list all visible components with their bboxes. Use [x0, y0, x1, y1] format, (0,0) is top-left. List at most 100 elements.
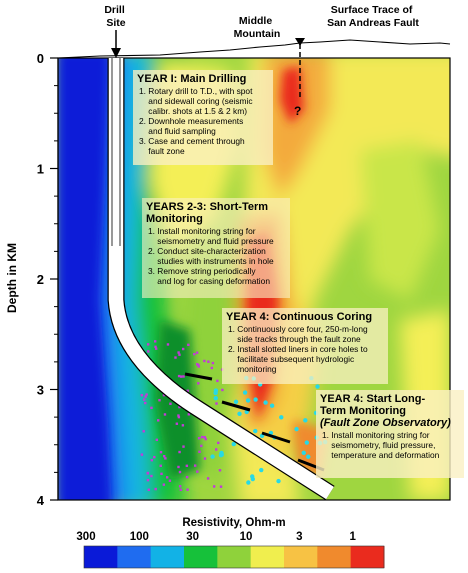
sample-point-magenta [155, 438, 159, 442]
sample-point-cyan [213, 388, 219, 393]
sample-point-magenta [197, 437, 201, 440]
sample-point-magenta [159, 464, 162, 467]
surface-topography [57, 39, 451, 59]
sample-point-magenta [163, 413, 167, 416]
sample-point-magenta [216, 379, 219, 383]
sample-point-magenta [160, 472, 163, 476]
sample-point-magenta [197, 365, 200, 368]
sample-point-cyan [276, 478, 281, 484]
borehole-casing [111, 58, 121, 246]
sample-point-magenta [182, 375, 185, 378]
sample-point-magenta [144, 395, 147, 398]
sample-point-magenta [178, 353, 181, 356]
sample-point-magenta [195, 351, 199, 354]
sample-point-magenta [219, 485, 223, 488]
sample-point-magenta [146, 472, 149, 475]
sample-point-magenta [185, 475, 189, 479]
colorbar-swatch [150, 546, 185, 568]
sample-point-magenta [211, 361, 215, 365]
sample-point-magenta [157, 419, 160, 422]
sample-point-magenta [206, 477, 210, 480]
phase-box-bg [133, 70, 273, 165]
sample-point-magenta [203, 436, 206, 439]
phase-item: 2. Downhole measurements [139, 116, 243, 126]
sample-point-magenta [215, 448, 218, 451]
sample-point-magenta [153, 340, 157, 343]
phase-item: 2. Install slotted liners in core holes … [228, 344, 368, 354]
sample-point-magenta [196, 470, 199, 473]
sample-point-magenta [177, 465, 180, 469]
sample-point-magenta [200, 435, 204, 439]
colorbar-tick-label: 1 [349, 531, 356, 543]
sample-point-magenta [178, 470, 182, 474]
phase-box-bg [222, 308, 388, 384]
sample-point-magenta [200, 444, 203, 448]
sample-point-magenta [165, 476, 169, 479]
sample-point-magenta [142, 398, 146, 401]
sample-point-cyan [306, 454, 311, 459]
sample-point-magenta [177, 414, 180, 417]
sample-point-magenta [217, 441, 220, 445]
sample-point-magenta [154, 347, 158, 350]
colorbar-tick-label: 30 [186, 531, 199, 543]
sample-point-magenta [177, 415, 181, 419]
sample-point-magenta [186, 488, 189, 491]
sample-point-magenta [221, 388, 224, 392]
sample-point-magenta [187, 343, 190, 347]
sample-point-magenta [196, 363, 199, 366]
sample-point-magenta [193, 464, 197, 467]
sample-point-magenta [162, 393, 166, 397]
colorbar-swatch [217, 546, 252, 568]
colorbar-swatch [350, 546, 385, 568]
depth-axis: 0 1 2 3 4 [37, 51, 59, 508]
colorbar: 300 100 30 10 3 1 [76, 531, 385, 569]
sample-point-cyan [294, 426, 299, 432]
sample-point-magenta [150, 458, 154, 462]
sample-point-magenta [197, 382, 200, 385]
phase-title: YEAR 4: Continuous Coring [226, 311, 372, 323]
depth-tick-label: 2 [37, 272, 44, 287]
sample-point-cyan [301, 450, 306, 456]
sample-point-cyan [210, 454, 215, 459]
colorbar-swatch [250, 546, 285, 568]
depth-tick-label: 1 [37, 162, 44, 177]
sample-point-cyan [259, 467, 264, 473]
phase-item: 3. Remove string periodically [148, 266, 256, 276]
fault-query-label: ? [294, 104, 301, 118]
sample-point-magenta [179, 488, 183, 491]
sample-point-magenta [164, 457, 167, 460]
colorbar-frame [83, 545, 385, 569]
sample-point-magenta [162, 483, 166, 486]
sample-point-magenta [187, 413, 191, 416]
sample-point-magenta [147, 350, 150, 353]
phase-item: temperature and deformation [322, 450, 440, 460]
sample-point-magenta [204, 437, 207, 441]
sample-point-cyan [304, 440, 310, 445]
colorbar-tick-label: 100 [130, 531, 149, 543]
sample-point-magenta [144, 401, 147, 405]
sample-point-magenta [180, 375, 183, 378]
sample-point-magenta [158, 399, 161, 402]
sample-point-magenta [174, 356, 177, 359]
sample-point-cyan [253, 428, 258, 434]
sample-point-magenta [140, 453, 144, 456]
depth-axis-label: Depth in KM [5, 243, 19, 313]
sample-point-magenta [162, 454, 166, 458]
phase-item: 1. Install monitoring string for [148, 226, 256, 236]
phase-title: YEARS 2-3: Short-Term [146, 201, 268, 213]
sample-point-magenta [178, 485, 182, 488]
sample-point-magenta [159, 450, 163, 454]
sample-point-magenta [142, 430, 145, 433]
sample-point-magenta [182, 445, 185, 448]
sample-point-magenta [185, 464, 189, 468]
depth-tick-label: 4 [37, 493, 45, 508]
sample-point-cyan [233, 399, 239, 405]
sample-point-cyan [315, 384, 320, 389]
sample-point-magenta [203, 457, 207, 460]
phase-title: Term Monitoring [320, 405, 406, 417]
drill-site-label: Drill Site [104, 4, 127, 29]
sample-point-magenta [150, 406, 153, 410]
